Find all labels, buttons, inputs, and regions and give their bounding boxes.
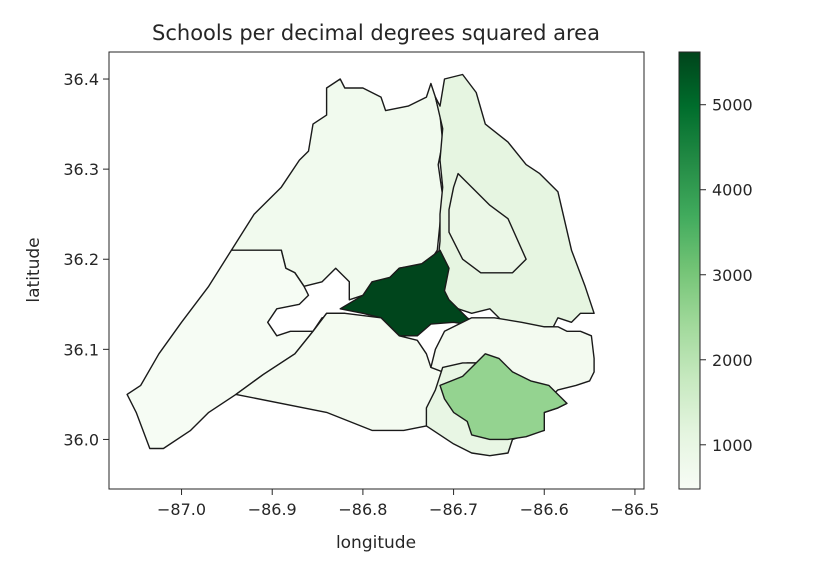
y-tick-label: 36.4 [63,70,99,89]
plot-frame [108,51,645,490]
chart-title: Schools per decimal degrees squared area [152,21,600,45]
x-tick-label: −86.9 [248,500,297,519]
colorbar-tick-label: 1000 [712,436,753,455]
x-axis-label: longitude [336,533,416,553]
x-tick-label: −86.6 [520,500,569,519]
x-axis: −87.0 −86.9 −86.8 −86.7 −86.6 −86.5 [157,489,659,519]
map-regions [126,73,595,457]
colorbar-tick-label: 4000 [712,181,753,200]
y-tick-label: 36.1 [63,340,99,359]
region-east-inner [448,172,527,274]
region-center [339,249,482,337]
region-southeast-highlight [439,353,568,441]
x-tick-label: −86.5 [610,500,659,519]
x-tick-label: −87.0 [157,500,206,519]
colorbar [678,51,701,490]
colorbar-tick-label: 5000 [712,96,753,115]
x-tick-label: −86.8 [338,500,387,519]
x-tick-label: −86.7 [429,500,478,519]
colorbar-tick-label: 3000 [712,266,753,285]
region-northwest [230,78,444,301]
colorbar-tick-label: 2000 [712,351,753,370]
y-tick-label: 36.0 [63,430,99,449]
colorbar-ticks: 1000 2000 3000 4000 5000 [700,96,753,455]
y-axis: 36.0 36.1 36.2 36.3 36.4 [63,70,109,449]
y-axis-label: latitude [24,237,44,302]
y-tick-label: 36.2 [63,250,99,269]
y-tick-label: 36.3 [63,160,99,179]
